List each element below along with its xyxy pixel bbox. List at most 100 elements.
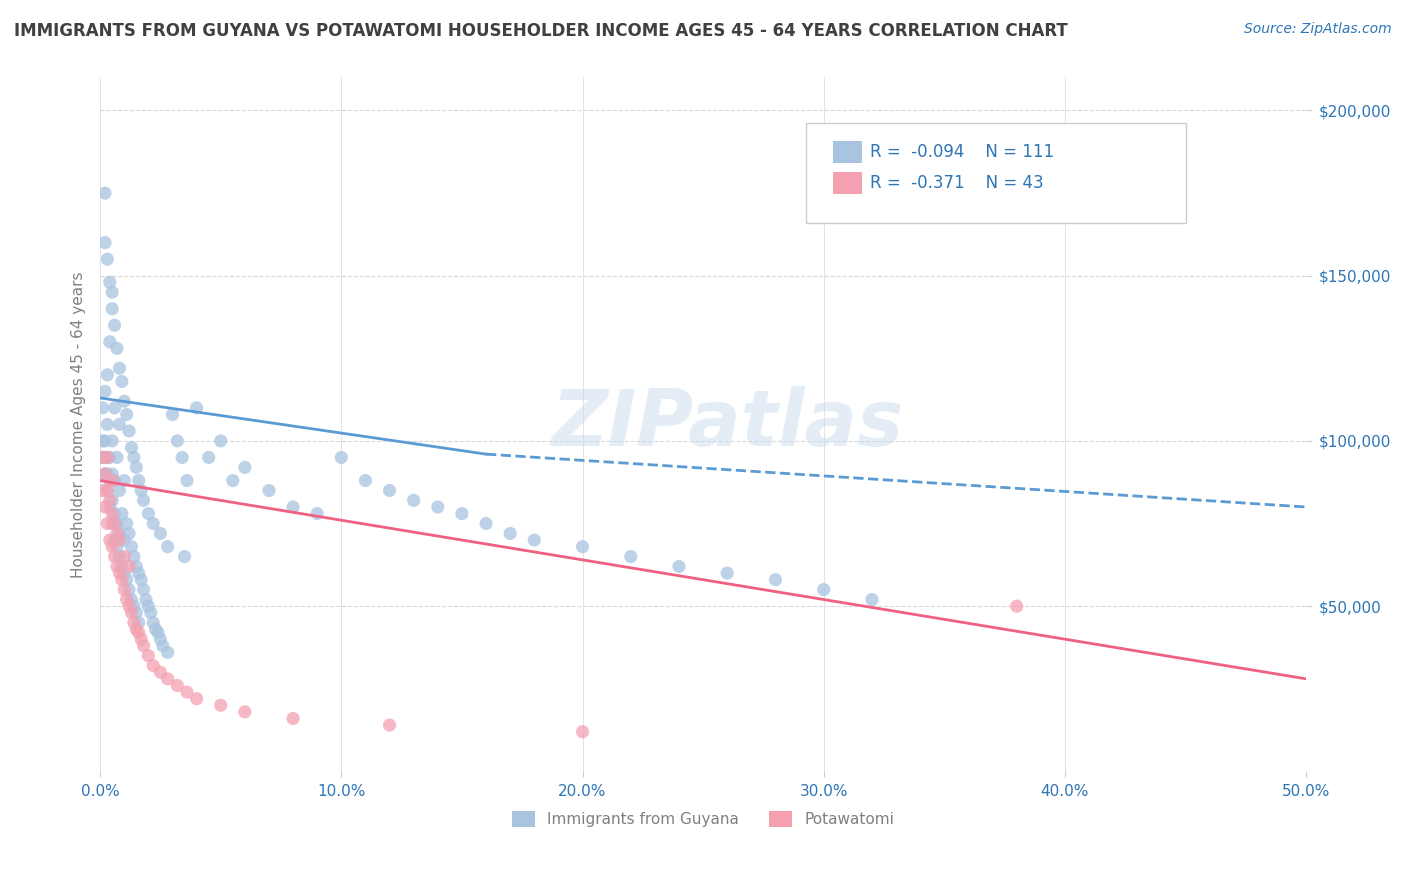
Point xyxy=(307,507,329,521)
Point xyxy=(104,474,127,488)
Point xyxy=(166,678,188,692)
Point xyxy=(101,540,124,554)
Point xyxy=(91,450,114,465)
Point xyxy=(128,615,150,630)
Point xyxy=(91,434,114,448)
Point xyxy=(118,424,141,438)
Y-axis label: Householder Income Ages 45 - 64 years: Householder Income Ages 45 - 64 years xyxy=(72,271,86,578)
Point xyxy=(94,467,117,481)
Point xyxy=(132,582,155,597)
Point xyxy=(91,483,114,498)
Text: R =  -0.371    N = 43: R = -0.371 N = 43 xyxy=(869,174,1043,192)
Point xyxy=(112,394,135,409)
Point xyxy=(112,474,135,488)
Point xyxy=(257,483,280,498)
Point xyxy=(101,493,124,508)
Point xyxy=(354,474,377,488)
Point xyxy=(125,559,148,574)
Point xyxy=(132,639,155,653)
Point xyxy=(98,474,121,488)
Point xyxy=(121,540,143,554)
Point xyxy=(209,434,232,448)
Point xyxy=(138,599,160,614)
Point xyxy=(111,559,134,574)
Point xyxy=(209,698,232,713)
Point xyxy=(156,540,179,554)
Point xyxy=(115,573,138,587)
Point xyxy=(571,540,593,554)
Point xyxy=(108,417,131,432)
Point xyxy=(105,526,128,541)
Point xyxy=(112,566,135,580)
Point xyxy=(162,408,184,422)
Point xyxy=(426,500,449,514)
Point xyxy=(91,401,114,415)
Point xyxy=(111,507,134,521)
Point xyxy=(94,186,117,200)
Point xyxy=(122,599,145,614)
Point xyxy=(142,615,165,630)
Point xyxy=(98,533,121,547)
Point xyxy=(94,384,117,399)
Point xyxy=(138,648,160,663)
Point xyxy=(96,516,118,531)
Point xyxy=(98,275,121,289)
Point xyxy=(111,375,134,389)
Point xyxy=(173,549,195,564)
Point xyxy=(101,301,124,316)
Point xyxy=(112,549,135,564)
Point xyxy=(121,592,143,607)
Point xyxy=(668,559,690,574)
Point xyxy=(125,622,148,636)
Point xyxy=(813,582,835,597)
Point xyxy=(620,549,643,564)
Point xyxy=(1005,599,1028,614)
Point xyxy=(115,408,138,422)
Point xyxy=(499,526,522,541)
Point xyxy=(149,665,172,680)
Point xyxy=(118,582,141,597)
Point xyxy=(94,235,117,250)
Point xyxy=(166,434,188,448)
Point xyxy=(96,483,118,498)
Point xyxy=(108,533,131,547)
Point xyxy=(118,599,141,614)
Point xyxy=(108,566,131,580)
Point xyxy=(108,526,131,541)
Point xyxy=(122,549,145,564)
Point xyxy=(91,450,114,465)
Point xyxy=(281,711,304,725)
Point xyxy=(222,474,245,488)
Point xyxy=(96,467,118,481)
Point xyxy=(138,507,160,521)
Point xyxy=(105,516,128,531)
Point xyxy=(96,252,118,267)
Text: Source: ZipAtlas.com: Source: ZipAtlas.com xyxy=(1244,22,1392,37)
FancyBboxPatch shape xyxy=(806,122,1185,223)
Point xyxy=(104,401,127,415)
Point xyxy=(860,592,883,607)
Point xyxy=(135,592,157,607)
Point xyxy=(765,573,787,587)
Point xyxy=(94,450,117,465)
Point xyxy=(108,361,131,376)
Point xyxy=(96,483,118,498)
Point xyxy=(172,450,194,465)
Text: IMMIGRANTS FROM GUYANA VS POTAWATOMI HOUSEHOLDER INCOME AGES 45 - 64 YEARS CORRE: IMMIGRANTS FROM GUYANA VS POTAWATOMI HOU… xyxy=(14,22,1067,40)
Point xyxy=(104,507,127,521)
Point xyxy=(451,507,474,521)
Point xyxy=(98,493,121,508)
Point xyxy=(176,474,198,488)
Point xyxy=(118,526,141,541)
Point xyxy=(186,401,208,415)
Point xyxy=(149,632,172,647)
Point xyxy=(176,685,198,699)
Point xyxy=(156,645,179,659)
Point xyxy=(98,450,121,465)
Point xyxy=(125,606,148,620)
Point xyxy=(129,483,152,498)
Legend: Immigrants from Guyana, Potawatomi: Immigrants from Guyana, Potawatomi xyxy=(506,805,900,833)
Point xyxy=(128,474,150,488)
Point xyxy=(121,606,143,620)
Point xyxy=(104,318,127,333)
